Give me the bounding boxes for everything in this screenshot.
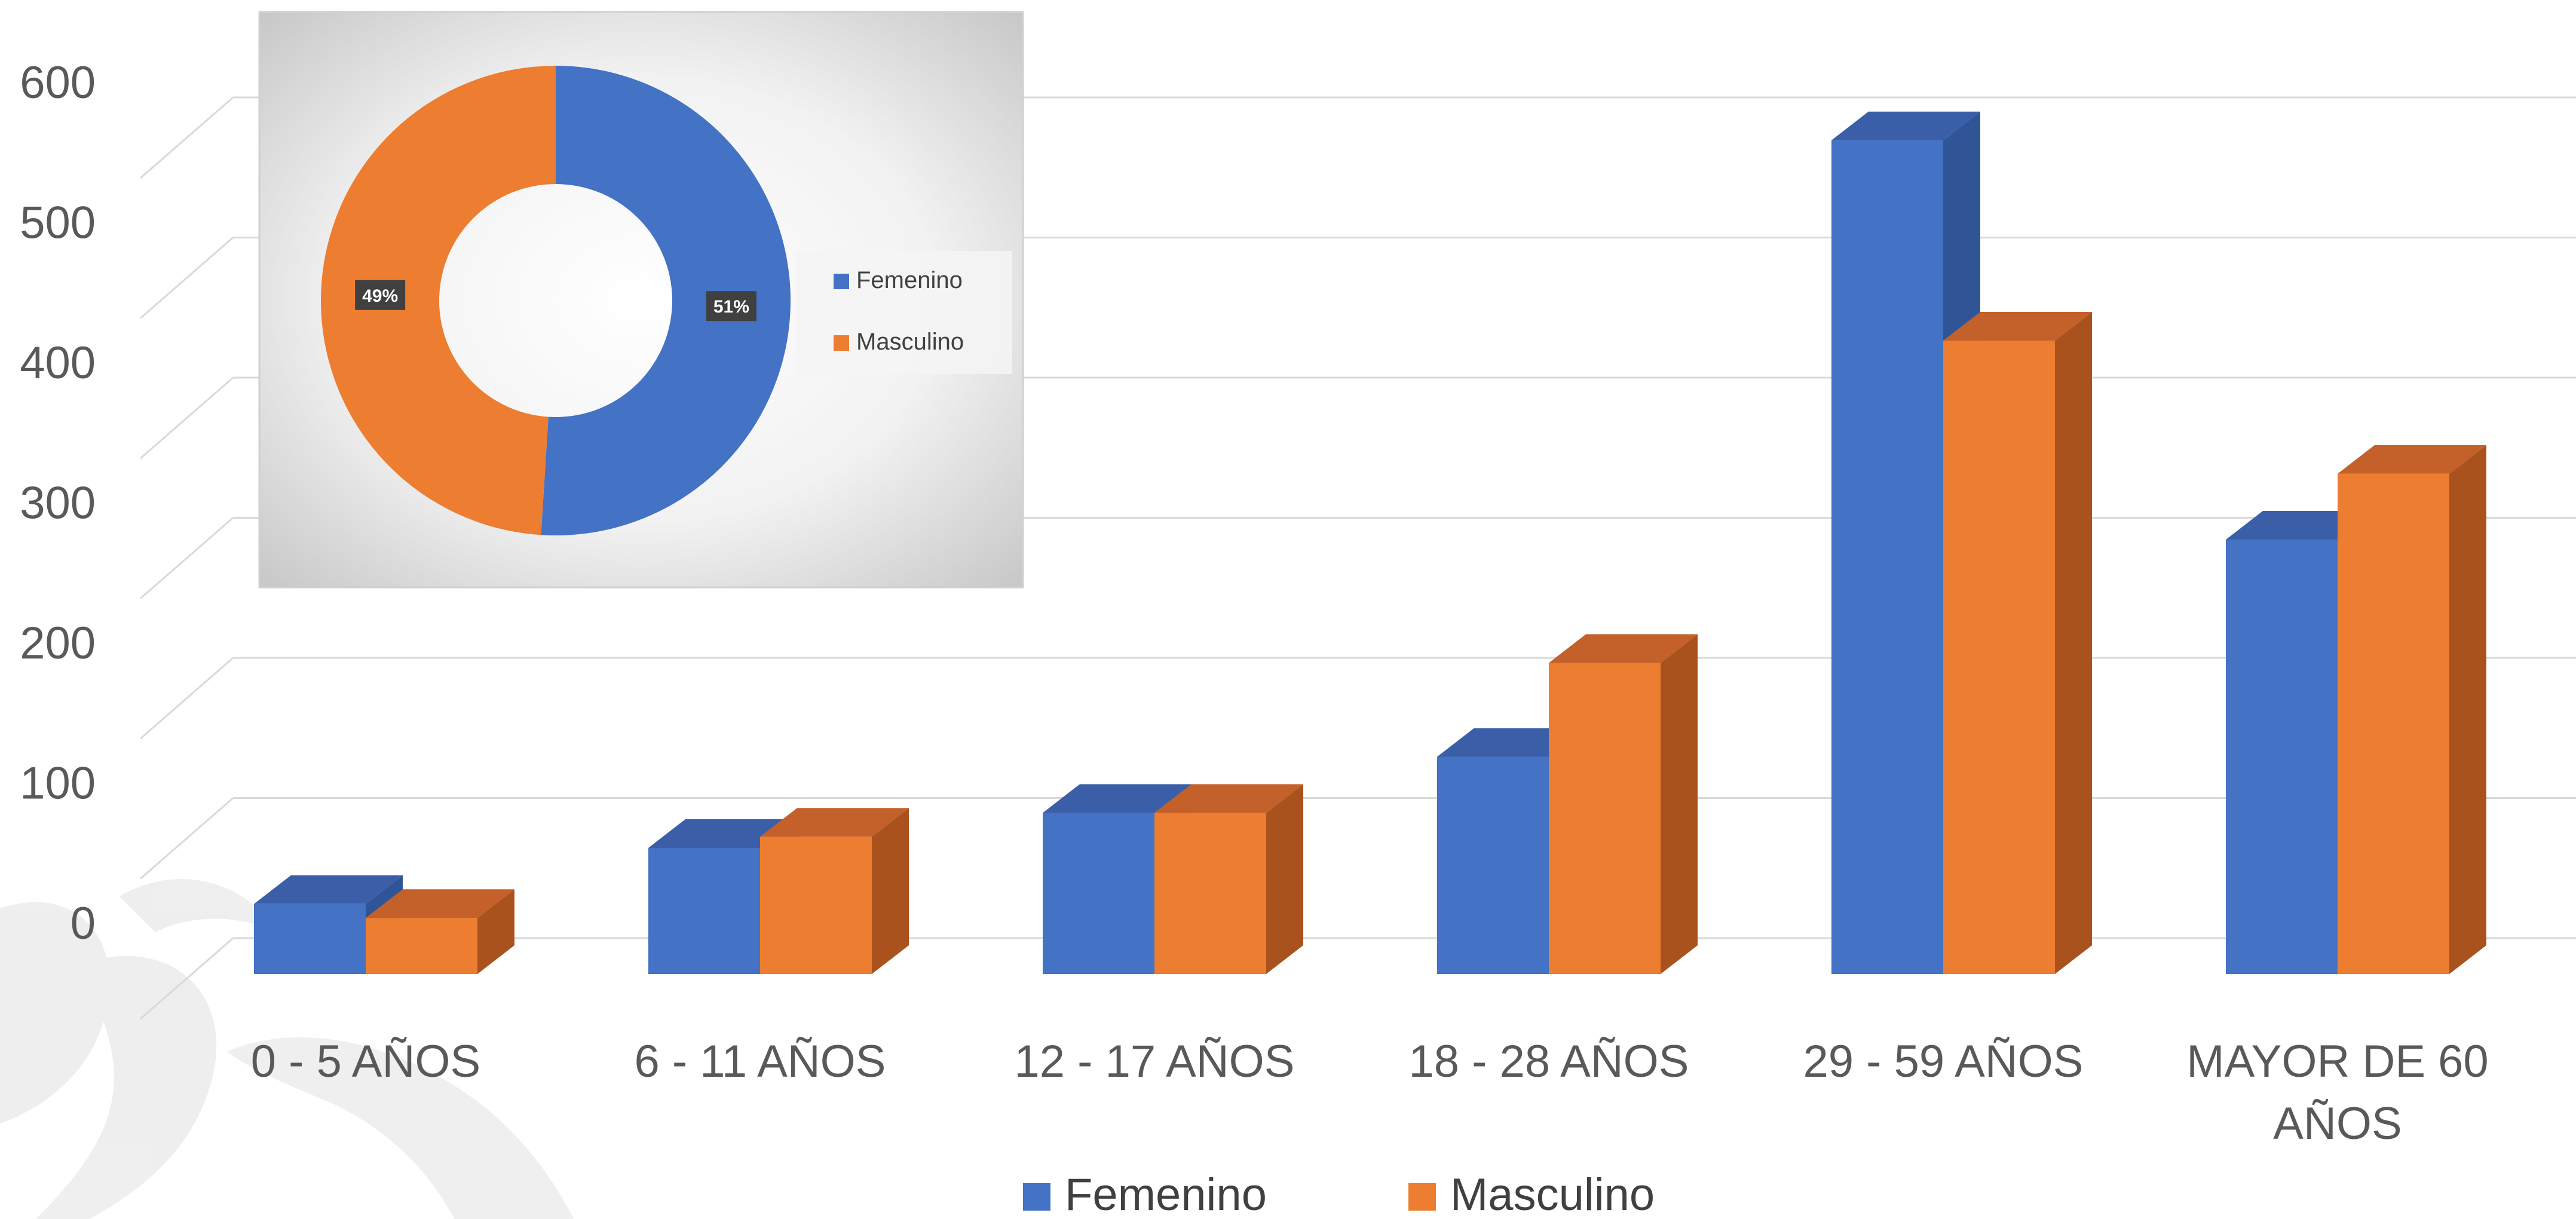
doughnut-legend: Femenino Masculino xyxy=(834,267,964,355)
y-tick-label: 200 xyxy=(20,618,96,669)
bar-front xyxy=(1043,813,1154,974)
bar-legend: Femenino Masculino xyxy=(1023,1169,1655,1219)
doughnut-label-box xyxy=(355,280,406,310)
x-tick-label: 18 - 28 AÑOS xyxy=(1409,1036,1689,1087)
bar-side xyxy=(872,808,909,974)
bar-masculino xyxy=(1943,312,2092,974)
bar-top xyxy=(1043,784,1191,813)
gridline-depth xyxy=(140,797,234,880)
bar-front xyxy=(760,837,872,974)
bar-top xyxy=(1943,312,2092,341)
bar-front xyxy=(254,903,366,974)
bar-top xyxy=(254,875,403,904)
y-tick-label: 300 xyxy=(20,478,96,529)
watermark-emblem xyxy=(0,879,574,1219)
bar-side xyxy=(2449,445,2486,974)
doughnut-slice xyxy=(541,66,791,535)
bar-top xyxy=(2338,445,2486,474)
inset-legend-box xyxy=(796,251,1012,374)
bar-top xyxy=(2226,511,2375,540)
doughnut-slice xyxy=(320,66,556,535)
bar-front xyxy=(366,918,477,974)
x-tick-label: 29 - 59 AÑOS xyxy=(1803,1036,2084,1087)
y-tick-label: 600 xyxy=(20,57,96,108)
doughnut-inset: 51% 49% Femenino Masculino xyxy=(258,11,1024,589)
doughnut-legend-label: Masculino xyxy=(856,329,964,355)
bar-series xyxy=(254,111,2486,975)
doughnut-legend-swatch xyxy=(834,335,849,351)
bar-masculino xyxy=(2338,445,2486,974)
y-tick-label: 100 xyxy=(20,758,96,809)
bar-top xyxy=(1437,728,1586,757)
doughnut-label-box xyxy=(706,291,756,321)
bar-front xyxy=(2226,540,2338,974)
x-tick-label: 12 - 17 AÑOS xyxy=(1015,1036,1295,1087)
gridline-depth xyxy=(140,376,234,460)
bar-front xyxy=(1154,813,1266,974)
bar-front xyxy=(648,847,760,974)
legend-label: Masculino xyxy=(1450,1169,1655,1219)
gridline-depth xyxy=(140,657,234,740)
bar-side xyxy=(2055,312,2092,974)
bar-masculino xyxy=(760,808,909,974)
y-tick-label: 400 xyxy=(20,338,96,388)
y-tick-label: 0 xyxy=(71,898,96,949)
legend-swatch xyxy=(1023,1183,1050,1211)
bar-masculino xyxy=(1154,784,1303,974)
doughnut-data-label: 49% xyxy=(362,286,398,306)
gridline-depth xyxy=(140,237,234,319)
bar-side xyxy=(477,889,514,974)
bar-front xyxy=(1831,140,1943,975)
x-tick-label: 6 - 11 AÑOS xyxy=(634,1036,886,1087)
gridline-depth xyxy=(140,937,234,1020)
gridline-depth xyxy=(140,517,234,599)
bar-front xyxy=(1437,756,1549,974)
bar-front xyxy=(2338,473,2449,974)
x-tick-label: 0 - 5 AÑOS xyxy=(251,1036,480,1087)
bar-top xyxy=(1831,111,1980,140)
bar-top xyxy=(760,808,909,837)
doughnut-legend-label: Femenino xyxy=(856,267,963,293)
y-tick-label: 500 xyxy=(20,198,96,249)
gridline-depth xyxy=(140,96,234,179)
doughnut-data-label: 51% xyxy=(713,297,749,317)
bar-front xyxy=(1549,663,1661,974)
doughnut-chart: 51% 49% xyxy=(320,66,791,535)
y-axis-ticks: 0 100 200 300 400 500 600 xyxy=(20,57,96,949)
bar-top xyxy=(1154,784,1303,813)
bar-top xyxy=(1549,634,1698,663)
bar-side xyxy=(1661,634,1698,974)
bar-front xyxy=(1943,341,2055,974)
bar-top xyxy=(366,889,514,918)
bar-top xyxy=(648,819,797,848)
bar-masculino xyxy=(1549,634,1698,974)
doughnut-legend-swatch xyxy=(834,274,849,289)
bar-masculino xyxy=(366,889,514,974)
x-axis-ticks: 0 - 5 AÑOS 6 - 11 AÑOS 12 - 17 AÑOS 18 - 28… xyxy=(251,1036,2489,1149)
x-tick-label: MAYOR DE 60 AÑOS xyxy=(2186,1036,2488,1149)
legend-swatch xyxy=(1408,1183,1436,1211)
bar-side xyxy=(1266,784,1303,974)
legend-label: Femenino xyxy=(1065,1169,1267,1219)
